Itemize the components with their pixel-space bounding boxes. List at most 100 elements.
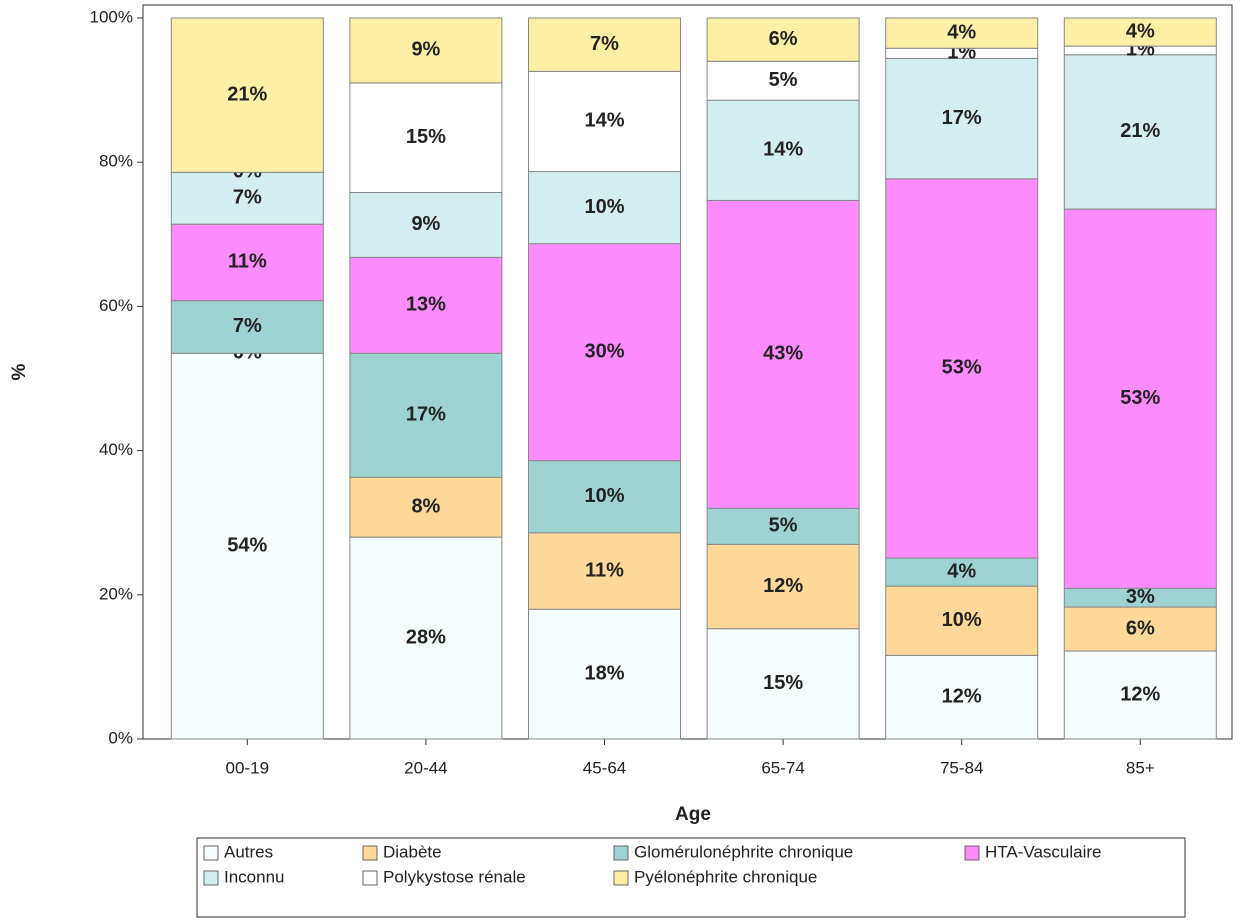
legend-box	[196, 837, 1186, 918]
segment-label: 10%	[942, 609, 982, 631]
segment-label: 28%	[406, 626, 446, 648]
segment-label: 18%	[584, 662, 624, 684]
bar-segment	[349, 256, 503, 354]
segment-label: 5%	[769, 69, 798, 91]
segment-label: 13%	[406, 294, 446, 316]
segment-label: 43%	[763, 343, 803, 365]
bar-segment	[528, 460, 681, 534]
y-tick-label: 100%	[90, 7, 133, 26]
bar-segment	[1063, 606, 1217, 652]
legend-label: HTA-Vasculaire	[985, 842, 1102, 861]
bar-segment	[1063, 650, 1217, 740]
plot-frame	[142, 4, 1233, 740]
y-tick-label: 60%	[99, 296, 133, 315]
legend-label: Glomérulonéphrite chronique	[634, 842, 853, 861]
y-tick-label: 40%	[99, 440, 133, 459]
bar-segment	[528, 243, 681, 462]
segment-label: 11%	[585, 559, 624, 581]
legend-label: Autres	[224, 842, 273, 861]
segment-label: 9%	[411, 39, 440, 61]
bar-segment	[885, 57, 1039, 180]
segment-label: 8%	[411, 495, 440, 517]
y-tick-label: 80%	[99, 152, 133, 171]
x-tick-label: 20-44	[404, 758, 447, 777]
bar-segment	[706, 17, 860, 62]
bar-segment	[706, 628, 860, 740]
segment-label: 3%	[1126, 586, 1155, 608]
bar-segment	[170, 223, 324, 302]
bar-segment	[1063, 17, 1217, 47]
bar-segment	[349, 191, 503, 258]
bar-segment	[349, 536, 503, 740]
x-axis-label: Age	[675, 804, 711, 825]
bar-segment	[528, 608, 681, 740]
segment-label: 7%	[590, 33, 619, 55]
legend-swatch	[362, 845, 378, 861]
segment-label: 9%	[411, 213, 440, 235]
segment-label: 15%	[763, 672, 803, 694]
x-tick-label: 45-64	[583, 758, 626, 777]
x-tick-label: 75-84	[940, 758, 983, 777]
segment-label: 12%	[1120, 683, 1160, 705]
bar-segment	[170, 171, 324, 225]
segment-label: 30%	[584, 340, 624, 362]
x-tick-label: 00-19	[226, 758, 269, 777]
y-tick-label: 0%	[108, 728, 133, 747]
bar-segment	[349, 476, 503, 538]
segment-label: 11%	[228, 251, 267, 273]
segment-label: 54%	[227, 534, 267, 556]
segment-label: 17%	[942, 107, 982, 129]
y-tick-label: 20%	[99, 584, 133, 603]
legend-swatch	[203, 870, 219, 886]
segment-label: 21%	[1120, 120, 1160, 142]
bar-segment	[528, 532, 681, 610]
segment-label: 4%	[947, 560, 976, 582]
legend-swatch	[613, 870, 629, 886]
bar-segment	[528, 171, 681, 245]
bar-segment	[170, 300, 324, 354]
legend-label: Diabète	[383, 842, 442, 861]
segment-label: 15%	[406, 126, 446, 148]
bar-segment	[349, 17, 503, 84]
segment-label: 12%	[942, 685, 982, 707]
bar-segment	[885, 654, 1039, 740]
segment-label: 5%	[769, 515, 798, 537]
bar-segment	[349, 352, 503, 478]
bar-segment	[349, 82, 503, 193]
segment-label: 21%	[227, 83, 267, 105]
segment-label: 14%	[763, 139, 803, 161]
segment-label: 4%	[1126, 20, 1155, 42]
legend-swatch	[964, 845, 980, 861]
legend-swatch	[362, 870, 378, 886]
bar-segment	[170, 17, 324, 173]
segment-label: 12%	[763, 575, 803, 597]
bar-segment	[528, 70, 681, 173]
bar-segment	[170, 352, 324, 740]
segment-label: 6%	[1126, 617, 1155, 639]
segment-label: 10%	[584, 485, 624, 507]
segment-label: 53%	[942, 357, 982, 379]
bar-segment	[528, 17, 681, 72]
legend-swatch	[203, 845, 219, 861]
bar-segment	[1063, 208, 1217, 589]
bar-segment	[885, 17, 1039, 49]
legend-label: Inconnu	[224, 867, 285, 886]
bar-segment	[706, 199, 860, 509]
segment-label: 14%	[584, 110, 624, 132]
bar-segment	[885, 178, 1039, 559]
legend-label: Pyélonéphrite chronique	[634, 867, 817, 886]
segment-label: 10%	[584, 196, 624, 218]
legend-label: Polykystose rénale	[383, 867, 526, 886]
segment-label: 7%	[233, 315, 262, 337]
bar-segment	[706, 60, 860, 101]
x-tick-label: 65-74	[761, 758, 804, 777]
segment-label: 6%	[769, 28, 798, 50]
y-axis-label: %	[9, 363, 30, 380]
segment-label: 4%	[947, 21, 976, 43]
bar-segment	[706, 543, 860, 630]
x-tick-label: 85+	[1126, 758, 1155, 777]
legend-swatch	[613, 845, 629, 861]
segment-label: 7%	[233, 187, 262, 209]
segment-label: 17%	[406, 404, 446, 426]
